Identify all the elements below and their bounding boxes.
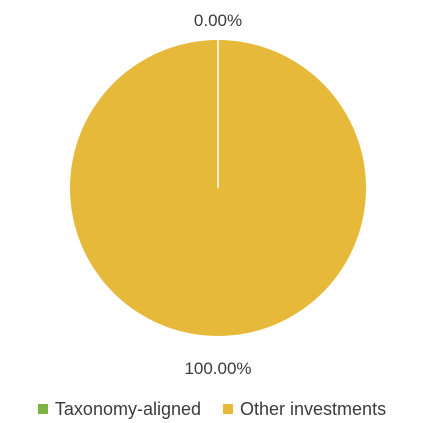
data-label-other-investments: 100.00% [184, 359, 251, 378]
pie-slices [70, 40, 366, 336]
legend-item-taxonomy-aligned: Taxonomy-aligned [37, 398, 202, 420]
legend-swatch-taxonomy-aligned [37, 404, 48, 414]
legend: Taxonomy-aligned Other investments [0, 398, 424, 420]
data-label-taxonomy-aligned: 0.00% [194, 11, 242, 30]
legend-label-taxonomy-aligned: Taxonomy-aligned [54, 399, 202, 419]
legend-swatch-other-investments [223, 404, 234, 414]
legend-item-other-investments: Other investments [223, 398, 386, 420]
legend-label-other-investments: Other investments [240, 399, 387, 419]
